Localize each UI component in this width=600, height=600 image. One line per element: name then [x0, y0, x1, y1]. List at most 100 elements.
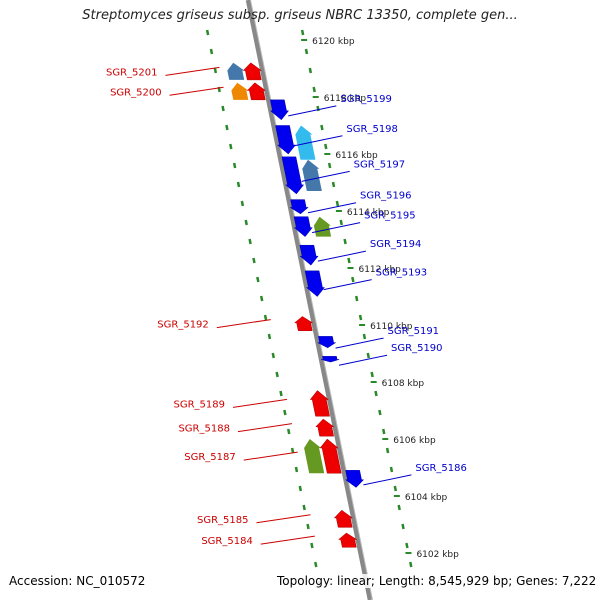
gene-arrow[interactable]: [246, 82, 267, 101]
feature-box: [304, 439, 325, 474]
gene-arrow[interactable]: [289, 199, 309, 215]
gene-label[interactable]: SGR_5188: [178, 424, 230, 435]
scale-dot: [397, 504, 401, 511]
gene-arrow[interactable]: [319, 438, 342, 474]
gene-label[interactable]: SGR_5196: [360, 191, 412, 202]
scale-dot: [248, 238, 252, 245]
scale-dot: [232, 162, 237, 169]
gene-arrow[interactable]: [304, 270, 325, 297]
gene-arrow[interactable]: [315, 418, 335, 437]
scale-tick-label: 6112 kbp: [358, 265, 401, 275]
gene-arrow[interactable]: [299, 244, 319, 266]
scale-dot: [327, 162, 332, 169]
genome-backbone-edge: [250, 0, 373, 600]
gene-label-leader: [363, 474, 412, 486]
gene-arrow[interactable]: [333, 509, 354, 528]
gene-arrow[interactable]: [317, 336, 337, 349]
gene-label-leader: [323, 279, 372, 291]
topology-label: Topology:: [277, 574, 334, 588]
scale-dot: [283, 409, 287, 416]
gene-label-leader: [243, 451, 298, 461]
scale-dot: [308, 67, 313, 74]
gene-arrow[interactable]: [293, 316, 314, 331]
gene-arrow[interactable]: [309, 390, 330, 417]
scale-dot: [213, 67, 218, 74]
scale-dot: [385, 447, 390, 454]
gene-label-leader: [317, 250, 366, 262]
gene-label[interactable]: SGR_5191: [388, 326, 440, 337]
gene-label-leader: [288, 105, 337, 117]
gene-label-leader: [216, 319, 271, 329]
scale-dot: [240, 200, 245, 207]
gene-label[interactable]: SGR_5187: [184, 452, 236, 463]
gene-label[interactable]: SGR_5195: [364, 211, 416, 222]
gene-arrow[interactable]: [293, 216, 313, 238]
scale-dot: [324, 143, 328, 150]
gene-label[interactable]: SGR_5197: [354, 159, 406, 170]
feature-box: [231, 82, 249, 100]
gene-label-leader: [165, 66, 220, 76]
gene-label[interactable]: SGR_5186: [415, 463, 467, 474]
scale-dot: [370, 371, 374, 378]
gene-arrow[interactable]: [321, 356, 340, 363]
gene-arrow[interactable]: [242, 62, 263, 81]
gene-label[interactable]: SGR_5198: [346, 124, 398, 135]
scale-dot: [267, 333, 272, 340]
scale-dot: [362, 333, 367, 340]
scale-dot: [335, 200, 340, 207]
scale-dot: [252, 257, 256, 264]
genome-backbone: [245, 0, 373, 600]
gene-label[interactable]: SGR_5185: [197, 515, 249, 526]
scale-dot: [320, 124, 324, 131]
scale-dot: [358, 314, 363, 321]
scale-tick-label: 6114 kbp: [347, 208, 390, 218]
scale-tick-label: 6120 kbp: [312, 37, 355, 47]
scale-dot: [314, 561, 318, 568]
gene-label[interactable]: SGR_5201: [106, 67, 158, 78]
scale-tick-label: 6110 kbp: [370, 322, 413, 332]
scale-dot: [287, 428, 291, 435]
gene-label[interactable]: SGR_5194: [370, 239, 422, 250]
genes-value: 7,222: [561, 574, 597, 588]
gene-label[interactable]: SGR_5184: [201, 536, 253, 547]
gene-label-leader: [169, 86, 224, 96]
gene-label[interactable]: SGR_5199: [340, 94, 392, 105]
gene-label-leader: [232, 398, 288, 408]
scale-dot: [259, 295, 264, 302]
scale-dot: [225, 124, 229, 131]
scale-dot: [339, 219, 343, 226]
scale-dot: [302, 504, 306, 511]
scale-dot: [351, 276, 355, 283]
gene-label[interactable]: SGR_5192: [157, 320, 209, 331]
gene-arrow[interactable]: [269, 99, 290, 121]
gene-label[interactable]: SGR_5200: [110, 87, 162, 98]
scale-dot: [401, 523, 405, 530]
scale-dot: [304, 48, 309, 55]
scale-dot: [389, 466, 394, 473]
scale-dot: [300, 29, 305, 36]
scale-layer: 6120 kbp 6118 kbp 6116 kbp 6114 kbp 6112 kbp…: [205, 29, 459, 587]
length-label: Length:: [378, 574, 425, 588]
genes-label: Genes:: [516, 574, 559, 588]
gene-label[interactable]: SGR_5193: [376, 268, 428, 279]
backbone-layer: [245, 0, 373, 600]
gene-arrow[interactable]: [338, 532, 358, 548]
scale-dot: [290, 447, 295, 454]
feature-box: [295, 125, 316, 160]
scale-dot: [378, 409, 382, 416]
gene-label[interactable]: SGR_5190: [391, 343, 443, 354]
map-title: Streptomyces griseus subsp. griseus NBRC…: [82, 8, 518, 23]
gene-label[interactable]: SGR_5189: [174, 399, 226, 410]
gene-arrow[interactable]: [281, 156, 305, 195]
gene-label-leader: [301, 170, 350, 182]
gene-arrow[interactable]: [344, 470, 365, 488]
gene-arrow[interactable]: [275, 125, 297, 155]
feature-box: [302, 159, 322, 192]
gene-label-leader: [294, 135, 343, 147]
gene-label-leader: [307, 202, 357, 214]
scale-tick-label: 6118 kbp: [324, 94, 367, 104]
feature-box: [313, 216, 332, 237]
scale-dot: [331, 181, 336, 188]
scale-tick-label: 6102 kbp: [416, 550, 459, 560]
